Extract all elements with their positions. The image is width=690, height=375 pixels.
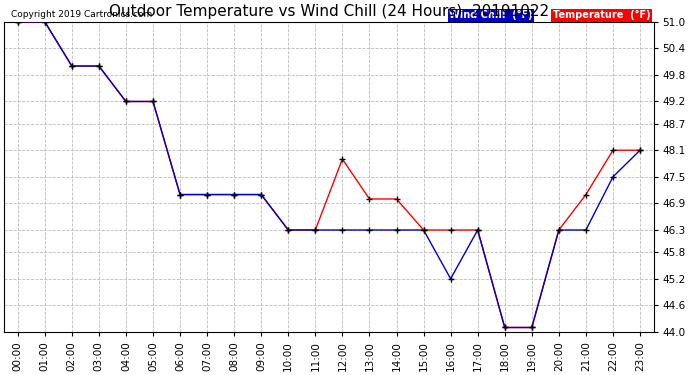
Title: Outdoor Temperature vs Wind Chill (24 Hours)  20191022: Outdoor Temperature vs Wind Chill (24 Ho… (109, 4, 549, 19)
Text: Wind Chill  (°F): Wind Chill (°F) (449, 10, 533, 20)
Text: Temperature  (°F): Temperature (°F) (553, 10, 651, 20)
Text: Copyright 2019 Cartronics.com: Copyright 2019 Cartronics.com (10, 10, 152, 19)
